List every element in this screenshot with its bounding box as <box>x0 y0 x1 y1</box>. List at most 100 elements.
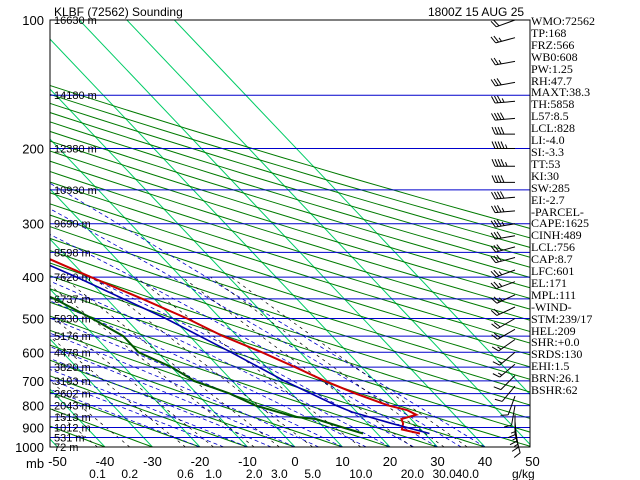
wind-barb <box>490 244 516 253</box>
mixing-ratio-label: 1.0 <box>205 467 222 480</box>
wind-barb <box>491 112 516 121</box>
index-item: SW:285 <box>531 180 570 195</box>
wind-barb <box>491 175 515 183</box>
mixing-ratio-label: 5.0 <box>304 467 321 480</box>
height-label: 5930 m <box>54 313 91 325</box>
mixing-ratio-line <box>62 276 280 447</box>
index-item: L57:8.5 <box>531 109 569 124</box>
index-item: LFC:601 <box>531 264 575 279</box>
mixing-ratio-line <box>210 276 445 447</box>
mixing-ratio-label: 3.0 <box>271 467 288 480</box>
mixing-ratio-line <box>181 276 413 447</box>
index-item: TH:5858 <box>531 97 575 112</box>
temperature-tick-label: 20 <box>383 454 397 469</box>
mixing-ratio-label: 40.0 <box>456 467 480 480</box>
index-item: RH:47.7 <box>531 73 573 88</box>
height-label: 5176 m <box>54 331 91 343</box>
isotherm-line <box>126 20 530 446</box>
index-item: MAXT:38.3 <box>531 85 591 100</box>
height-label: 3193 m <box>54 376 91 388</box>
pressure-label: 300 <box>22 217 44 232</box>
y-axis-unit-label: mb <box>26 456 44 471</box>
moist-adiabat-line <box>50 332 319 447</box>
index-item: CAP:8.7 <box>531 252 573 267</box>
wind-barb <box>491 328 516 340</box>
wind-barb <box>491 339 516 352</box>
temperature-tick-label: 10 <box>335 454 349 469</box>
isotherm-line <box>50 288 201 447</box>
index-item: WMO:72562 <box>531 14 595 28</box>
wind-barbs <box>490 19 521 458</box>
isotherm-line <box>50 88 391 447</box>
isotherm-line <box>50 38 438 447</box>
wind-barb <box>490 306 516 316</box>
temperature-tick-label: -20 <box>191 454 210 469</box>
height-label: 9690 m <box>54 219 91 231</box>
isotherm-line <box>78 20 486 447</box>
wind-barb <box>490 219 516 228</box>
pressure-label: 200 <box>22 142 44 157</box>
wind-barb <box>490 281 516 290</box>
temperature-tick-label: -50 <box>48 454 67 469</box>
index-item: WB0:608 <box>531 49 578 64</box>
index-item: LI:-4.0 <box>531 133 565 148</box>
index-item: MPL:111 <box>531 287 577 302</box>
wind-barb <box>491 141 515 149</box>
index-item: TP:168 <box>531 25 567 40</box>
height-label: 10930 m <box>54 185 97 197</box>
chart-time-title: 1800Z 15 AUG 25 <box>428 5 524 19</box>
wind-barb <box>490 35 516 44</box>
temperature-tick-label: 0 <box>291 454 298 469</box>
index-item: SRDS:130 <box>531 347 583 362</box>
mixing-ratio-label: 0.2 <box>121 467 138 480</box>
height-label: 8598 m <box>54 247 91 259</box>
index-item: CAPE:1625 <box>531 216 590 231</box>
isotherm-line <box>50 338 153 447</box>
isobar-lines <box>50 20 530 447</box>
mixing-ratio-labels: 0.1 0.2 0.6 1.0 2.0 3.0 5.0 10.0 20.0 30.0 40.0 <box>89 467 479 480</box>
mixing-ratio-label: 2.0 <box>246 467 263 480</box>
temperature-tick-label: 40 <box>478 454 492 469</box>
height-label: 4478 m <box>54 347 91 359</box>
wind-barb <box>492 351 516 366</box>
sounding-profiles <box>50 258 430 435</box>
index-item: TT:53 <box>531 156 561 171</box>
index-item: EI:-2.7 <box>531 192 565 207</box>
index-item: BRN:26.1 <box>531 371 581 386</box>
mixing-ratio-label: 30.0 <box>432 467 456 480</box>
temperature-tick-label: -10 <box>238 454 257 469</box>
index-item: -WIND- <box>531 299 572 314</box>
height-label: 7620 m <box>54 272 91 284</box>
mixing-ratio-label: 0.6 <box>177 467 194 480</box>
wind-barb <box>490 231 516 240</box>
temperature-tick-label: 30 <box>430 454 444 469</box>
wind-barb <box>490 269 516 278</box>
pressure-label: 500 <box>22 311 44 326</box>
temperature-tick-label: -30 <box>143 454 162 469</box>
index-item: KI:30 <box>531 168 559 183</box>
wind-barb <box>494 385 516 402</box>
height-label: 2043 m <box>54 401 91 413</box>
wind-barb <box>491 205 516 214</box>
isotherm-line <box>50 188 296 447</box>
height-label: 12380 m <box>54 144 97 156</box>
temperature-tick-label: -40 <box>96 454 115 469</box>
wind-barb <box>500 395 516 416</box>
pressure-label: 700 <box>22 374 44 389</box>
wind-barb <box>490 78 516 87</box>
index-item: SI:-3.3 <box>531 144 564 159</box>
wind-barb <box>490 294 516 304</box>
isotherm-line <box>0 20 10 447</box>
height-label: 1513 m <box>54 412 91 424</box>
wind-barb <box>490 254 516 264</box>
temperature-axis-labels: -50 -40 -30 -20 -10 0 10 20 30 40 50 <box>48 454 540 469</box>
pressure-label: 900 <box>22 420 44 435</box>
index-item: SHR:+0.0 <box>531 335 580 350</box>
index-item: PW:1.25 <box>531 61 573 76</box>
indices-panel: WMO:72562 TP:168 FRZ:566 WB0:608 PW:1.25 RH:4… <box>531 14 639 397</box>
index-item: LCL:828 <box>531 121 575 136</box>
pressure-labels: 100 200 300 400 500 600 700 800 900 1000 <box>15 13 44 455</box>
background-grid <box>0 20 530 447</box>
height-label: 1012 m <box>54 422 91 434</box>
